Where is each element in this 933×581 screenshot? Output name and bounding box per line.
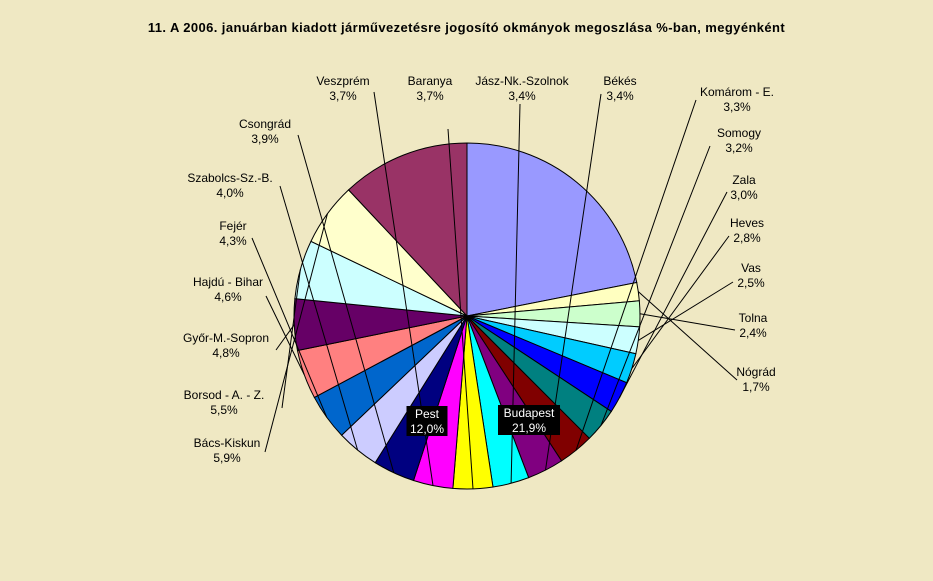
slice-label-gyor-m-sopron: Győr-M.-Sopron bbox=[183, 331, 269, 345]
slice-value-somogy: 3,2% bbox=[725, 141, 753, 155]
leader-line-heves bbox=[631, 235, 730, 369]
slice-value-nograd: 1,7% bbox=[742, 380, 770, 394]
data-label-box-budapest bbox=[498, 405, 560, 435]
leader-line-nograd bbox=[637, 291, 738, 381]
leader-line-csongrad bbox=[297, 134, 395, 473]
slice-value-veszprem: 3,7% bbox=[329, 89, 357, 103]
pie-slice-budapest bbox=[466, 142, 638, 317]
leader-line-komarom-e bbox=[575, 99, 697, 451]
leader-line-borsod-a-z bbox=[281, 269, 301, 409]
slice-label-heves: Heves bbox=[730, 216, 764, 230]
slice-label-nograd: Nógrád bbox=[736, 365, 775, 379]
leader-line-zala bbox=[619, 191, 728, 398]
slice-value-bekes: 3,4% bbox=[606, 89, 634, 103]
slice-label-komarom-e: Komárom - E. bbox=[700, 85, 774, 99]
leader-line-szabolcs-sz-b bbox=[279, 185, 359, 451]
leader-line-tolna bbox=[639, 313, 736, 331]
leader-line-hajdu-bihar bbox=[265, 295, 305, 375]
slice-label-bekes: Békés bbox=[603, 74, 636, 88]
slice-label-zala: Zala bbox=[732, 173, 756, 187]
slice-value-vas: 2,5% bbox=[737, 276, 765, 290]
slice-value-gyor-m-sopron: 4,8% bbox=[212, 346, 240, 360]
slice-value-fejer: 4,3% bbox=[219, 234, 247, 248]
leader-line-vas bbox=[638, 281, 734, 341]
slice-label-jasz-nk-szolnok: Jász-Nk.-Szolnok bbox=[475, 74, 569, 88]
leader-line-bacs-kiskun bbox=[264, 213, 328, 453]
leader-line-gyor-m-sopron bbox=[275, 324, 295, 351]
slice-label-hajdu-bihar: Hajdú - Bihar bbox=[193, 275, 263, 289]
slice-value-hajdu-bihar: 4,6% bbox=[214, 290, 242, 304]
data-label-box-pest bbox=[406, 406, 448, 436]
leader-line-somogy bbox=[600, 145, 711, 426]
slice-label-bacs-kiskun: Bács-Kiskun bbox=[194, 436, 261, 450]
slice-value-borsod-a-z: 5,5% bbox=[210, 403, 238, 417]
slice-label-fejer: Fejér bbox=[219, 219, 246, 233]
leader-line-baranya bbox=[447, 128, 474, 489]
slice-value-heves: 2,8% bbox=[733, 231, 761, 245]
slice-value-zala: 3,0% bbox=[730, 188, 758, 202]
slice-value-jasz-nk-szolnok: 3,4% bbox=[508, 89, 536, 103]
chart-title: 11. A 2006. januárban kiadott járművezet… bbox=[147, 20, 786, 35]
leader-line-fejer bbox=[251, 237, 328, 418]
slice-value-tolna: 2,4% bbox=[739, 326, 767, 340]
slice-value-csongrad: 3,9% bbox=[251, 132, 279, 146]
slice-label-szabolcs-sz-b: Szabolcs-Sz.-B. bbox=[187, 171, 272, 185]
slice-value-bacs-kiskun: 5,9% bbox=[213, 451, 241, 465]
slice-label-somogy: Somogy bbox=[717, 126, 761, 140]
slice-value-budapest: 21,9% bbox=[512, 421, 546, 435]
slice-label-veszprem: Veszprém bbox=[316, 74, 369, 88]
pie-slice-pest bbox=[347, 142, 468, 318]
slice-label-csongrad: Csongrád bbox=[239, 117, 291, 131]
slice-label-vas: Vas bbox=[741, 261, 761, 275]
slice-value-baranya: 3,7% bbox=[416, 89, 444, 103]
slice-value-pest: 12,0% bbox=[410, 422, 444, 436]
slice-value-szabolcs-sz-b: 4,0% bbox=[216, 186, 244, 200]
slice-label-tolna: Tolna bbox=[739, 311, 768, 325]
slice-label-borsod-a-z: Borsod - A. - Z. bbox=[184, 388, 265, 402]
slice-label-pest: Pest bbox=[415, 407, 440, 421]
slice-label-baranya: Baranya bbox=[408, 74, 453, 88]
slice-value-komarom-e: 3,3% bbox=[723, 100, 751, 114]
slice-label-budapest: Budapest bbox=[504, 406, 555, 420]
